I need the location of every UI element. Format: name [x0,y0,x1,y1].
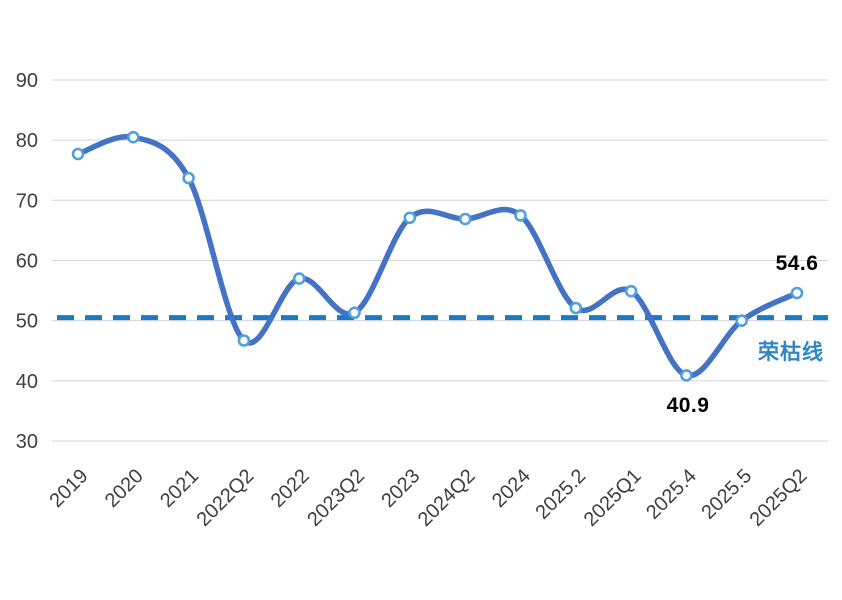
threshold-label: 荣枯线 [758,341,824,364]
x-tick-label: 2021 [156,465,203,512]
data-point-marker [735,314,749,328]
x-tick-label: 2025Q2 [746,465,812,531]
y-tick-label: 70 [16,190,38,212]
data-point-marker [569,301,583,315]
data-point-marker [624,284,638,298]
x-tick-label: 2025Q1 [580,465,646,531]
x-tick-label: 2022Q2 [193,465,259,531]
trend-line [75,133,800,379]
x-tick-label: 2022 [267,465,314,512]
data-point-marker [458,212,472,226]
data-point-marker [514,209,527,222]
x-tick-label: 2023Q2 [303,465,369,531]
x-tick-label: 2023 [377,465,424,512]
y-tick-label: 60 [16,251,38,273]
y-tick-label: 30 [16,431,38,453]
x-tick-label: 2020 [101,465,148,512]
data-point-marker [348,306,361,320]
y-tick-label: 40 [16,371,38,393]
data-point-marker [237,334,251,347]
data-point-marker [71,147,85,161]
data-label-last-point: 54.6 [775,252,819,275]
y-tick-label: 80 [16,130,38,152]
data-point-marker [292,272,306,285]
x-tick-label: 2019 [46,465,93,512]
x-tick-label: 2024Q2 [414,465,480,531]
data-point-marker [403,211,417,225]
x-tick-label: 2024 [488,465,535,512]
y-tick-label: 90 [16,70,38,92]
y-tick-label: 50 [16,311,38,333]
x-tick-label: 2025.4 [642,465,701,524]
data-point-marker [680,369,693,382]
data-point-marker [127,130,140,144]
data-label-low-point: 40.9 [666,394,710,417]
data-point-marker [790,286,804,300]
data-point-marker [182,171,195,185]
